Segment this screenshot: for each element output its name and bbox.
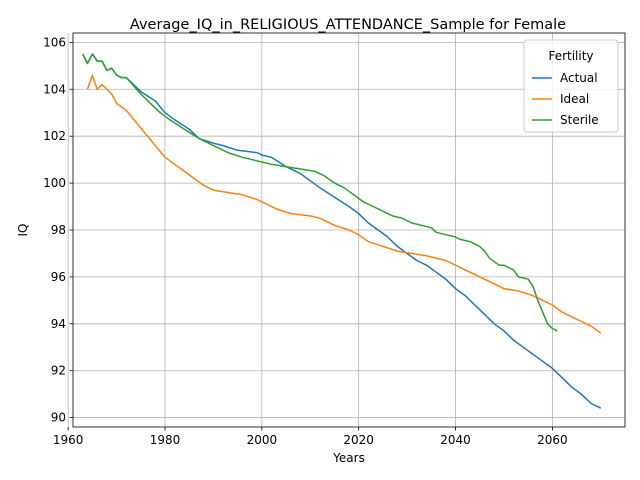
y-axis-label: IQ bbox=[16, 224, 30, 237]
legend-label-ideal: Ideal bbox=[560, 92, 589, 106]
x-tick-label: 1980 bbox=[150, 433, 181, 447]
y-tick-label: 98 bbox=[51, 223, 66, 237]
y-tick-label: 102 bbox=[43, 129, 66, 143]
x-axis-label: Years bbox=[332, 451, 365, 465]
chart-title: Average_IQ_in_RELIGIOUS_ATTENDANCE_Sampl… bbox=[130, 17, 566, 33]
axis-ticks: 1960 1980 2000 2020 2040 2060 90 92 94 96 98 100 102… bbox=[43, 35, 568, 447]
y-tick-label: 100 bbox=[43, 176, 66, 190]
y-tick-label: 90 bbox=[51, 411, 66, 425]
series-line-sterile bbox=[82, 53, 558, 332]
x-tick-label: 2020 bbox=[343, 433, 374, 447]
legend: Fertility Actual Ideal Sterile bbox=[523, 39, 619, 133]
legend-label-actual: Actual bbox=[560, 71, 598, 85]
series-line-ideal bbox=[86, 74, 602, 334]
x-tick-label: 2060 bbox=[537, 433, 568, 447]
x-tick-label: 2000 bbox=[247, 433, 278, 447]
x-tick-label: 1960 bbox=[53, 433, 84, 447]
series-lines bbox=[82, 53, 602, 409]
y-tick-label: 106 bbox=[43, 35, 66, 49]
y-tick-label: 104 bbox=[43, 82, 66, 96]
y-tick-label: 96 bbox=[51, 270, 66, 284]
y-tick-label: 94 bbox=[51, 317, 66, 331]
legend-items: Actual Ideal Sterile bbox=[532, 71, 599, 127]
x-tick-label: 2040 bbox=[440, 433, 471, 447]
y-tick-label: 92 bbox=[51, 364, 66, 378]
legend-box bbox=[523, 39, 619, 133]
legend-label-sterile: Sterile bbox=[560, 113, 599, 127]
legend-title: Fertility bbox=[548, 49, 593, 63]
